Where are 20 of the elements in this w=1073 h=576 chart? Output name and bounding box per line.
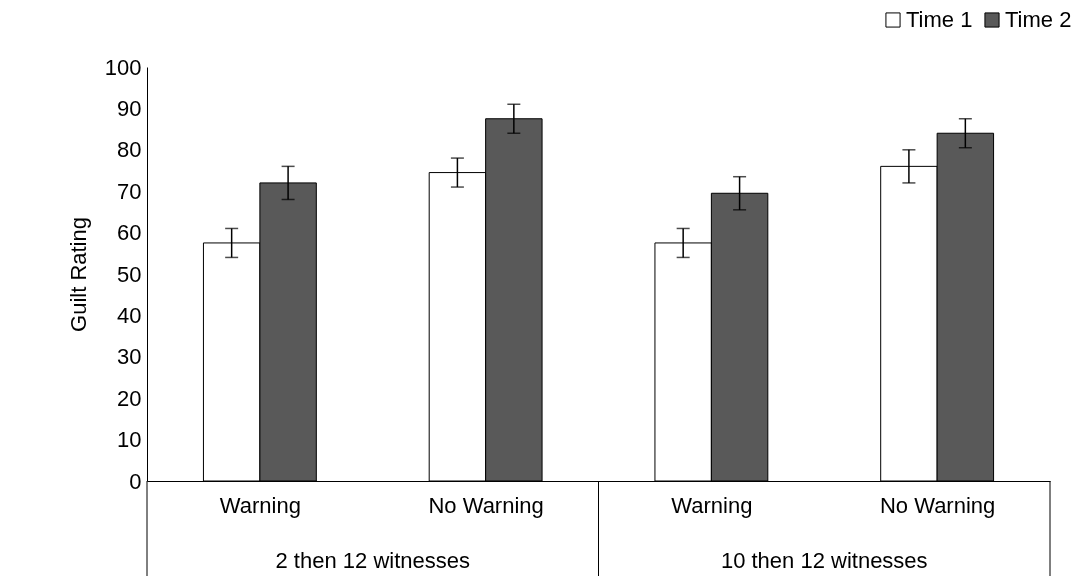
- legend-label: Time 1: [906, 7, 973, 32]
- x-tick-label: No Warning: [428, 492, 544, 518]
- y-tick-label: 30: [117, 344, 142, 370]
- y-tick-label: 100: [104, 54, 142, 80]
- y-tick-label: 70: [117, 178, 142, 204]
- y-tick-label: 80: [117, 137, 142, 163]
- text: 10 then 12 witnesses: [720, 548, 928, 573]
- legend-label: Time 2: [1005, 7, 1072, 32]
- y-axis-title: Guilt Rating: [65, 217, 91, 332]
- y-tick-label: 0: [129, 468, 142, 494]
- y-tick-label: 10: [117, 427, 142, 453]
- y-tick-label: 60: [117, 220, 142, 246]
- y-tick-label: 90: [117, 95, 142, 121]
- x-tick-label: Warning: [219, 492, 301, 518]
- x-tick-label: Warning: [671, 492, 753, 518]
- x-tick-label: No Warning: [879, 492, 996, 518]
- y-tick-label: 50: [117, 261, 142, 287]
- y-tick-label: 20: [117, 385, 142, 411]
- text: 2 then 12 witnesses: [275, 548, 470, 573]
- y-tick-label: 40: [117, 302, 142, 328]
